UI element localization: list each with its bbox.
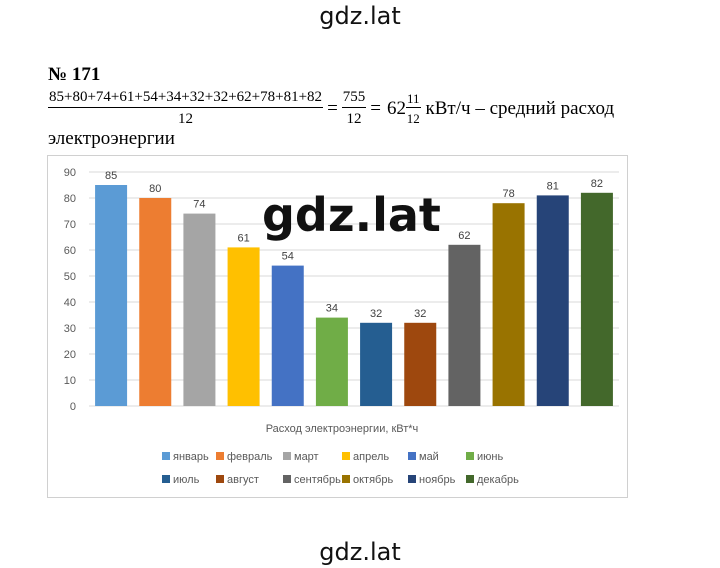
data-label: 32: [370, 308, 382, 320]
result-numerator: 755: [341, 90, 367, 108]
bar-chart: 0 10 20 30 40 50 60 70 80 90 85 80 74 61 54 34 32 32 62 78 8…: [47, 155, 628, 498]
legend-swatch: [342, 475, 350, 483]
legend-swatch: [283, 452, 291, 460]
data-label: 34: [326, 303, 338, 315]
legend-label: ноябрь: [419, 474, 456, 486]
y-tick-label: 20: [64, 349, 76, 361]
bar: [139, 198, 172, 406]
bar: [448, 244, 481, 406]
legend-swatch: [466, 452, 474, 460]
legend-swatch: [466, 475, 474, 483]
mixed-fraction: 11 12: [406, 92, 421, 125]
legend-label: февраль: [227, 451, 273, 463]
legend-label: октябрь: [353, 474, 393, 486]
y-tick-label: 80: [64, 193, 76, 205]
mixed-integer: 62: [387, 97, 406, 119]
legend-label: апрель: [353, 451, 389, 463]
sum-denominator: 12: [178, 111, 194, 127]
data-label: 80: [149, 183, 161, 195]
bar: [271, 265, 304, 406]
data-label: 85: [105, 170, 117, 182]
watermark-center: gdz.lat: [262, 188, 441, 242]
mixed-numerator: 11: [406, 91, 421, 108]
legend-label: сентябрь: [294, 474, 341, 486]
legend-swatch: [162, 475, 170, 483]
bar: [536, 195, 569, 406]
watermark-bottom: gdz.lat: [319, 538, 401, 566]
mixed-denominator: 12: [406, 111, 420, 126]
legend-swatch: [408, 475, 416, 483]
task-number: № 171: [48, 64, 101, 85]
y-tick-label: 40: [64, 297, 76, 309]
bar: [183, 213, 216, 406]
data-label: 62: [458, 230, 470, 242]
legend-swatch: [408, 452, 416, 460]
legend-swatch: [216, 452, 224, 460]
y-tick-label: 30: [64, 323, 76, 335]
legend-label: май: [419, 451, 439, 463]
bar: [95, 185, 128, 406]
bar: [404, 322, 437, 406]
data-label: 32: [414, 308, 426, 320]
equation-line-2: электроэнергии: [48, 128, 175, 149]
result-fraction: 755 12: [341, 90, 367, 127]
data-label: 61: [237, 232, 249, 244]
y-tick-label: 90: [64, 167, 76, 179]
data-label: 78: [502, 188, 514, 200]
y-tick-label: 60: [64, 245, 76, 257]
y-tick-label: 70: [64, 219, 76, 231]
y-tick-label: 10: [64, 375, 76, 387]
legend-swatch: [216, 475, 224, 483]
bar: [492, 203, 525, 406]
equals-sign: =: [327, 97, 338, 119]
legend-swatch: [283, 475, 291, 483]
chart-svg: 0 10 20 30 40 50 60 70 80 90 85 80 74 61 54 34 32 32 62 78 8…: [64, 167, 619, 486]
legend-label: июль: [173, 474, 200, 486]
legend-label: март: [294, 451, 319, 463]
legend-label: август: [227, 474, 259, 486]
bar: [580, 192, 613, 406]
equation: 85+80+74+61+54+34+32+32+62+78+81+82 12 =…: [48, 90, 614, 127]
unit-text: кВт/ч – средний расход: [425, 97, 615, 119]
sum-numerator: 85+80+74+61+54+34+32+32+62+78+81+82: [48, 90, 324, 108]
data-label: 82: [591, 178, 603, 190]
equals-sign-2: =: [370, 97, 381, 119]
bar: [360, 322, 393, 406]
legend-label: декабрь: [477, 474, 519, 486]
legend-label: январь: [173, 451, 209, 463]
legend-swatch: [162, 452, 170, 460]
x-axis-label: Расход электроэнергии, кВт*ч: [266, 423, 419, 435]
bar: [227, 247, 260, 406]
data-label: 74: [193, 199, 205, 211]
data-label: 54: [282, 251, 294, 263]
watermark-top: gdz.lat: [319, 2, 401, 30]
result-denominator: 12: [346, 111, 362, 127]
data-label: 81: [547, 180, 559, 192]
y-tick-label: 0: [70, 401, 76, 413]
legend-swatch: [342, 452, 350, 460]
y-tick-label: 50: [64, 271, 76, 283]
sum-fraction: 85+80+74+61+54+34+32+32+62+78+81+82 12: [48, 90, 324, 127]
legend-label: июнь: [477, 451, 503, 463]
bar: [315, 317, 348, 406]
